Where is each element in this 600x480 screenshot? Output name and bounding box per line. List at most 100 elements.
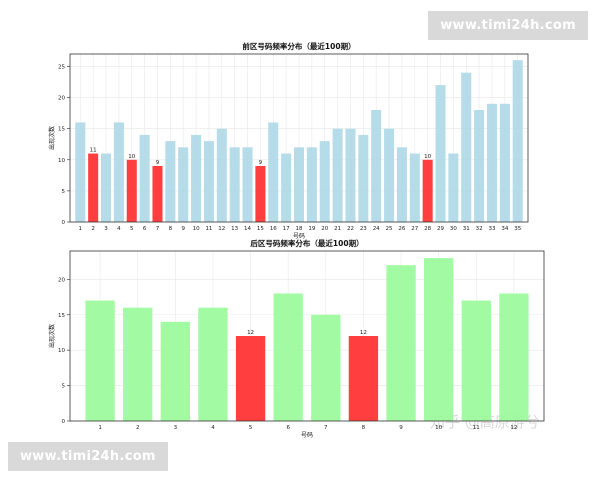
back-x-tick-11: 11 bbox=[473, 425, 480, 431]
front-y-tick-0: 0 bbox=[62, 220, 66, 226]
front-x-tick-10: 10 bbox=[193, 226, 200, 232]
back-y-tick-5: 5 bbox=[62, 384, 66, 390]
front-x-tick-15: 15 bbox=[257, 226, 264, 232]
back-data-label-5: 12 bbox=[247, 330, 254, 336]
front-x-tick-4: 4 bbox=[117, 226, 121, 232]
front-x-tick-28: 28 bbox=[424, 226, 431, 232]
front-x-tick-23: 23 bbox=[360, 226, 367, 232]
front-bar-2-highlight bbox=[88, 153, 99, 222]
front-x-tick-35: 35 bbox=[514, 226, 521, 232]
back-bar-1 bbox=[85, 300, 115, 421]
front-bar-9 bbox=[178, 147, 189, 222]
front-bar-10 bbox=[191, 134, 202, 222]
front-y-tick-15: 15 bbox=[58, 127, 65, 133]
front-x-tick-29: 29 bbox=[437, 226, 444, 232]
front-bar-23 bbox=[358, 134, 369, 222]
back-bar-4 bbox=[198, 307, 228, 421]
front-x-tick-19: 19 bbox=[308, 226, 315, 232]
front-x-tick-24: 24 bbox=[373, 226, 380, 232]
front-bar-28-highlight bbox=[422, 159, 433, 222]
front-x-tick-25: 25 bbox=[386, 226, 393, 232]
front-x-tick-33: 33 bbox=[488, 226, 495, 232]
back-bar-9 bbox=[386, 265, 416, 421]
back-x-tick-7: 7 bbox=[324, 425, 328, 431]
front-x-tick-12: 12 bbox=[218, 226, 225, 232]
front-data-label-28: 10 bbox=[424, 154, 431, 160]
front-x-tick-22: 22 bbox=[347, 226, 354, 232]
front-bar-31 bbox=[461, 72, 472, 223]
back-x-tick-8: 8 bbox=[362, 425, 366, 431]
front-bar-16 bbox=[268, 122, 279, 222]
back-y-tick-10: 10 bbox=[58, 348, 65, 354]
front-y-tick-20: 20 bbox=[58, 96, 65, 102]
front-x-tick-34: 34 bbox=[501, 226, 508, 232]
back-bar-6 bbox=[273, 293, 303, 421]
front-bar-26 bbox=[396, 147, 407, 222]
front-x-tick-3: 3 bbox=[104, 226, 108, 232]
front-bar-33 bbox=[486, 103, 497, 222]
back-x-tick-3: 3 bbox=[174, 425, 178, 431]
front-bar-21 bbox=[332, 128, 343, 222]
front-x-tick-6: 6 bbox=[143, 226, 147, 232]
back-bar-10 bbox=[423, 258, 454, 421]
front-bar-6 bbox=[139, 134, 150, 222]
back-y-tick-0: 0 bbox=[62, 419, 66, 425]
back-y-axis-label: 出现次数 bbox=[48, 324, 56, 348]
front-bar-4 bbox=[113, 122, 124, 222]
front-x-tick-18: 18 bbox=[296, 226, 303, 232]
back-bar-7 bbox=[311, 314, 341, 421]
front-x-tick-32: 32 bbox=[476, 226, 483, 232]
front-bar-3 bbox=[101, 153, 112, 222]
front-x-tick-9: 9 bbox=[181, 226, 185, 232]
front-bar-15-highlight bbox=[255, 166, 266, 222]
front-y-tick-5: 5 bbox=[62, 189, 66, 195]
front-bar-34 bbox=[499, 103, 510, 222]
watermark-top: www.timi24h.com bbox=[428, 11, 588, 40]
watermark-bottom: www.timi24h.com bbox=[8, 442, 168, 471]
front-x-tick-5: 5 bbox=[130, 226, 134, 232]
front-x-tick-2: 2 bbox=[91, 226, 95, 232]
front-bar-24 bbox=[371, 110, 382, 222]
front-x-tick-31: 31 bbox=[463, 226, 470, 232]
front-y-tick-25: 25 bbox=[58, 64, 65, 70]
front-bar-18 bbox=[293, 147, 305, 222]
back-bar-8-highlight bbox=[348, 336, 379, 421]
front-x-tick-20: 20 bbox=[321, 226, 328, 232]
front-x-tick-30: 30 bbox=[450, 226, 457, 232]
front-x-tick-8: 8 bbox=[169, 226, 173, 232]
front-bar-25 bbox=[384, 128, 395, 222]
back-bar-2 bbox=[123, 307, 153, 421]
back-data-label-8: 12 bbox=[360, 330, 367, 336]
front-data-label-5: 10 bbox=[128, 154, 135, 160]
back-x-tick-2: 2 bbox=[136, 425, 140, 431]
front-bar-12 bbox=[216, 128, 227, 222]
front-x-tick-21: 21 bbox=[334, 226, 341, 232]
front-data-label-2: 11 bbox=[90, 148, 97, 154]
back-bar-5-highlight bbox=[235, 336, 266, 421]
front-bar-17 bbox=[281, 153, 292, 222]
front-bar-11 bbox=[203, 141, 214, 222]
back-x-tick-5: 5 bbox=[249, 425, 253, 431]
front-bar-14 bbox=[242, 147, 253, 222]
front-bar-5-highlight bbox=[126, 159, 137, 222]
front-x-tick-17: 17 bbox=[283, 226, 290, 232]
front-plot-frame bbox=[69, 53, 529, 223]
front-bar-8 bbox=[165, 141, 176, 222]
front-bar-27 bbox=[409, 153, 420, 222]
front-bar-13 bbox=[229, 147, 240, 222]
front-bar-1 bbox=[75, 122, 86, 222]
front-bar-32 bbox=[474, 110, 485, 222]
front-x-tick-7: 7 bbox=[156, 226, 160, 232]
back-y-tick-15: 15 bbox=[58, 313, 65, 319]
front-y-tick-10: 10 bbox=[58, 158, 65, 164]
front-x-axis-label: 号码 bbox=[293, 232, 305, 240]
front-data-label-7: 9 bbox=[156, 160, 160, 166]
back-x-tick-10: 10 bbox=[435, 425, 442, 431]
back-x-axis-label: 号码 bbox=[301, 431, 313, 439]
front-chart-title: 前区号码频率分布（最近100期） bbox=[242, 41, 355, 51]
back-x-tick-12: 12 bbox=[510, 425, 517, 431]
back-plot-frame bbox=[69, 250, 545, 422]
front-bar-20 bbox=[319, 141, 330, 222]
front-bar-35 bbox=[512, 60, 523, 222]
